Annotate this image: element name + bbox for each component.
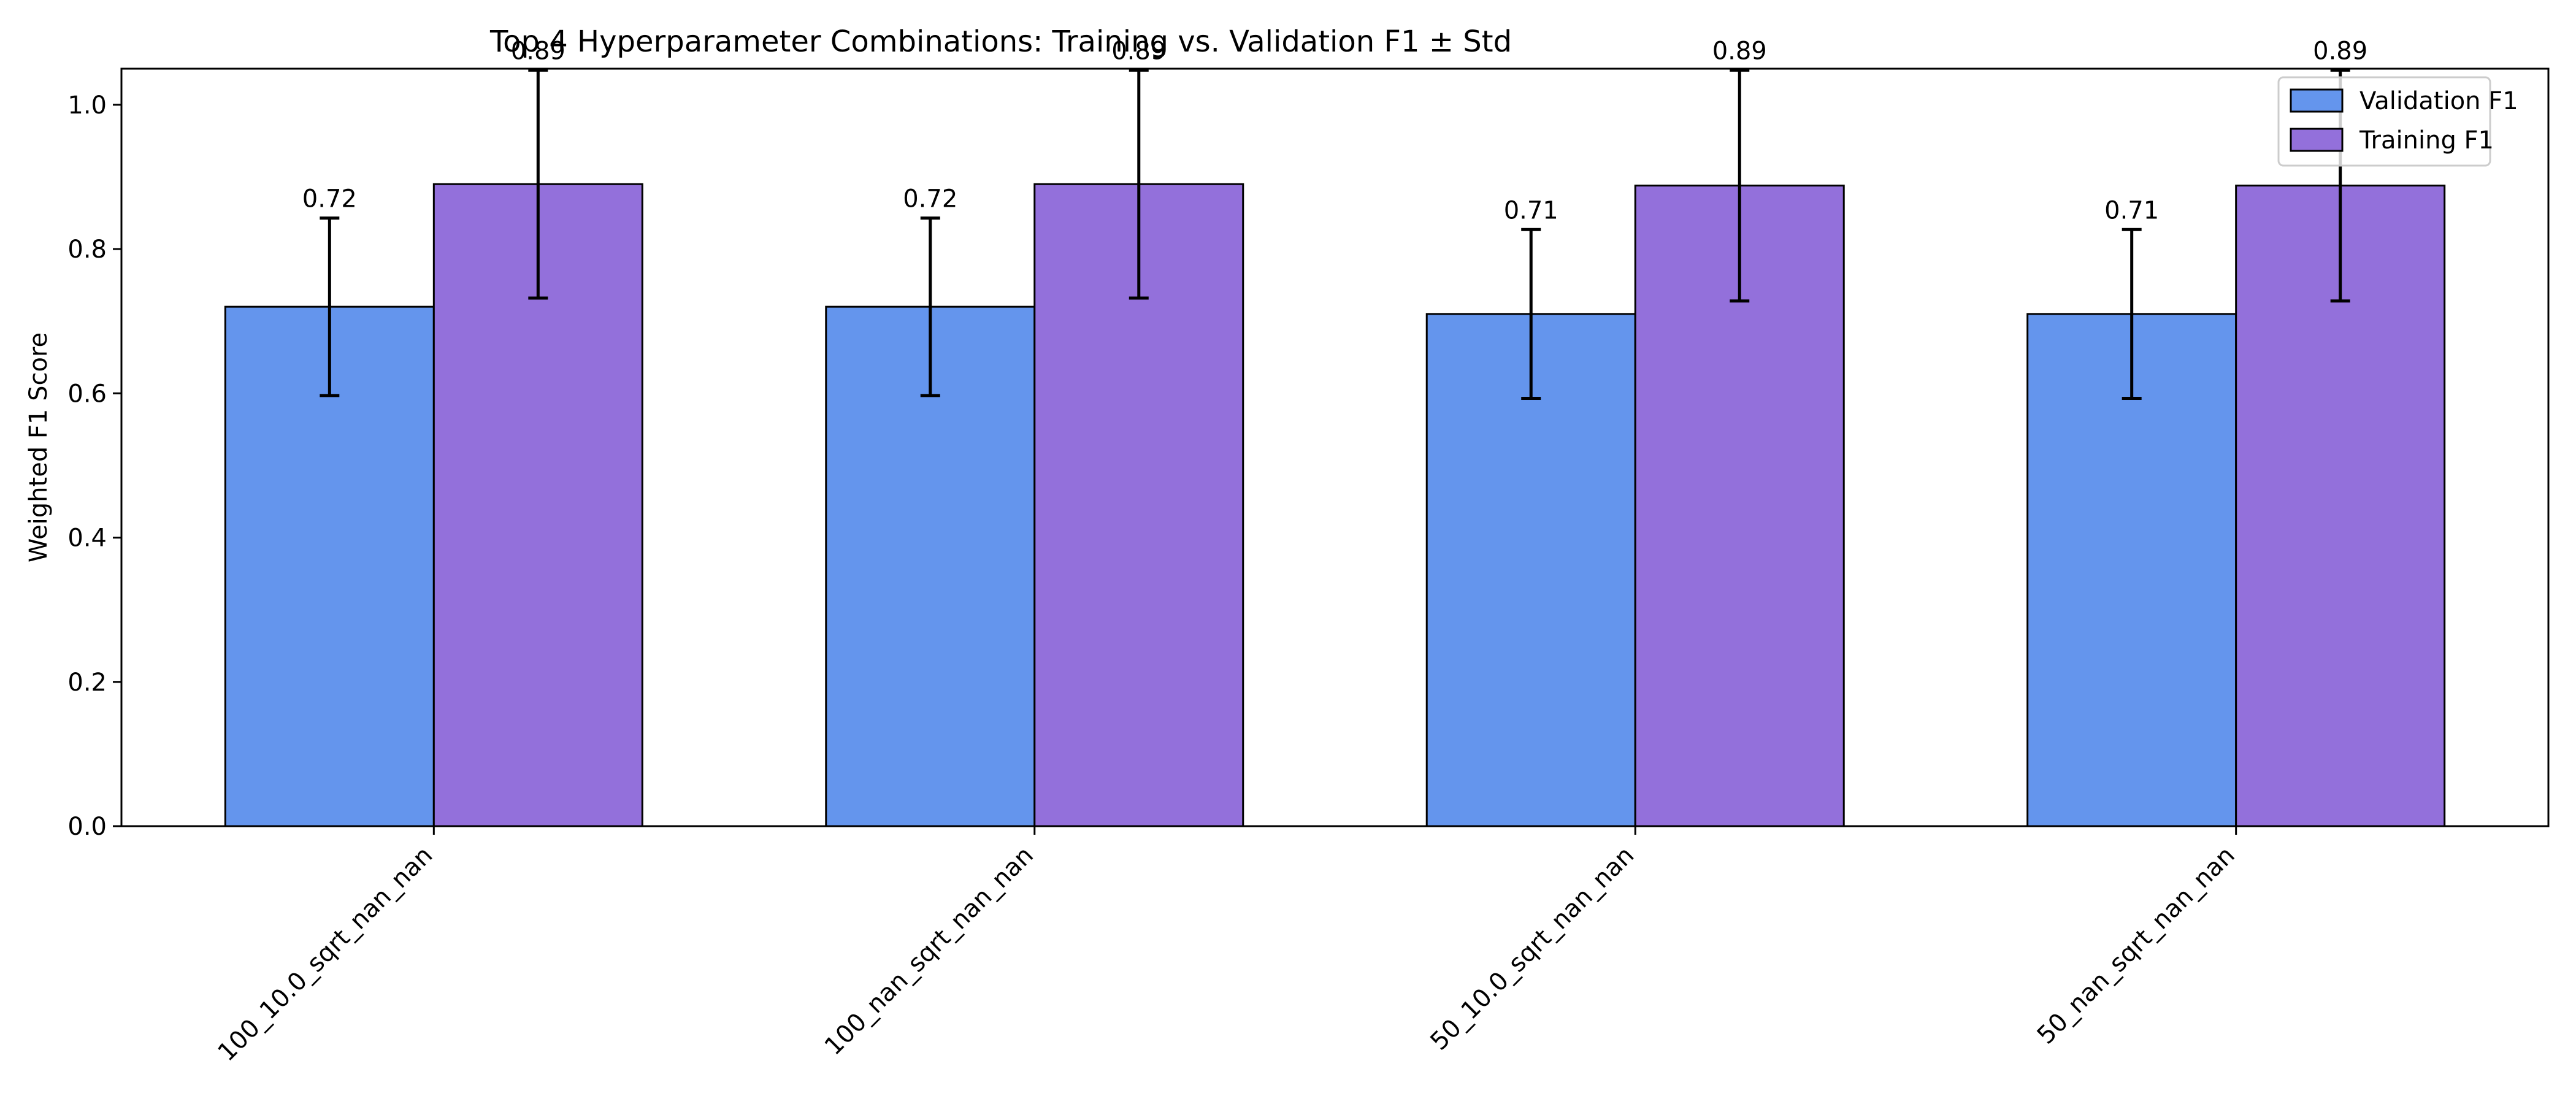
legend-label: Training F1	[2359, 126, 2494, 155]
legend-label: Validation F1	[2359, 87, 2518, 115]
data-label: 0.72	[302, 185, 357, 213]
y-tick-label: 0.2	[67, 669, 107, 697]
x-tick-label: 100_10.0_sqrt_nan_nan	[213, 841, 439, 1067]
y-tick-label: 0.0	[67, 813, 107, 841]
data-label: 0.72	[903, 185, 957, 213]
y-tick-label: 1.0	[67, 91, 107, 120]
x-tick-label: 50_10.0_sqrt_nan_nan	[1425, 841, 1639, 1056]
data-labels-layer: 0.72 0.72 0.71 0.71 0.89 0.89 0.89 0.89	[302, 37, 2367, 224]
data-label: 0.89	[1712, 37, 1767, 65]
y-axis-label: Weighted F1 Score	[25, 332, 53, 562]
y-tick-label: 0.6	[67, 380, 107, 408]
y-tick-label: 0.4	[67, 524, 107, 553]
data-label: 0.71	[2104, 196, 2159, 224]
x-tick-label: 50_nan_sqrt_nan_nan	[2032, 841, 2241, 1050]
data-label: 0.71	[1504, 196, 1558, 224]
legend: Validation F1 Training F1	[2277, 76, 2518, 167]
plot-frame	[120, 67, 2550, 827]
data-label: 0.89	[2313, 37, 2367, 65]
legend-swatch	[2290, 88, 2344, 113]
data-label: 0.89	[511, 37, 565, 65]
bars-layer	[224, 183, 2446, 827]
chart-title: Top 4 Hyperparameter Combinations: Train…	[489, 25, 1512, 59]
y-tick-label: 0.8	[67, 236, 107, 264]
error-bars-layer	[320, 68, 2350, 401]
legend-swatch	[2290, 128, 2344, 152]
data-label: 0.89	[1111, 37, 1166, 65]
x-tick-label: 100_nan_sqrt_nan_nan	[819, 841, 1039, 1061]
